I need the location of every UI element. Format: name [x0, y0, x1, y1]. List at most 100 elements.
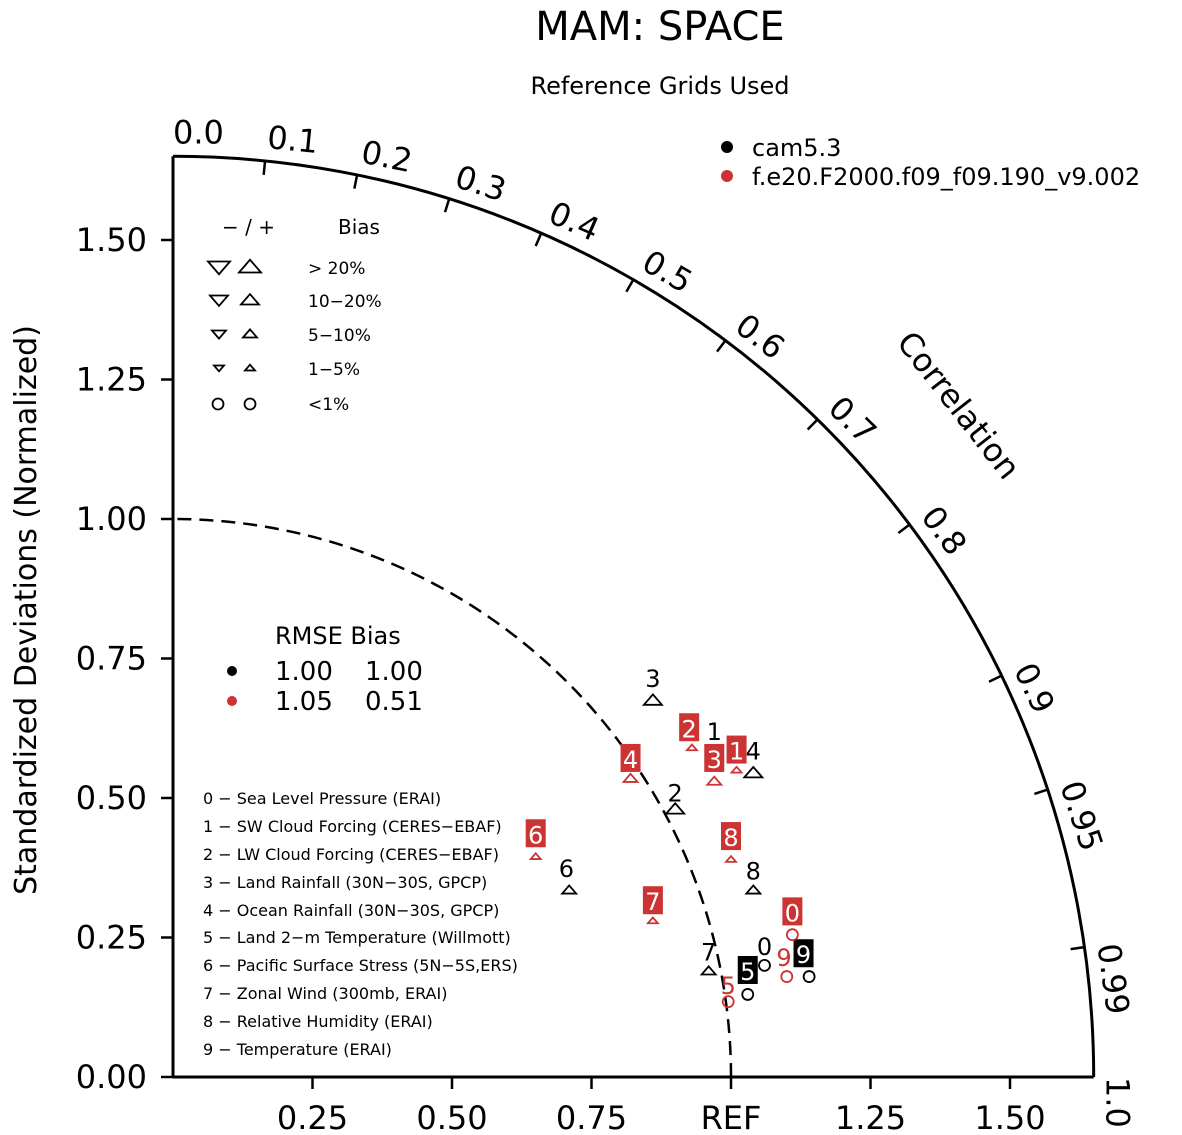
chart-subtitle: Reference Grids Used [530, 72, 789, 100]
data-point-marker [758, 959, 771, 972]
data-point-label: 8 [746, 858, 761, 886]
data-point-marker [705, 775, 724, 786]
bias-value: 1.00 [365, 657, 423, 687]
data-point-label: 2 [668, 779, 683, 807]
triangle-up-icon [239, 292, 261, 306]
data-point-label: 9 [796, 941, 811, 969]
correlation-tick [1033, 788, 1049, 796]
reference-arc [172, 517, 733, 1078]
chart-title: MAM: SPACE [535, 4, 784, 50]
data-label-box [620, 743, 641, 772]
variable-item: 6 − Pacific Surface Stress (5N−5S,ERS) [203, 956, 518, 975]
bias-legend-symbols [206, 258, 263, 411]
bias-row-label: 5−10% [308, 326, 371, 346]
data-point-marker [621, 772, 640, 783]
x-tick-label: REF [701, 1099, 762, 1135]
data-point-label: 5 [740, 958, 755, 986]
triangle-down-icon [208, 294, 230, 308]
data-point-label: 7 [645, 888, 660, 916]
x-tick-label: 0.25 [277, 1099, 348, 1135]
correlation-tick-label: 0.6 [728, 306, 792, 367]
variable-item: 9 − Temperature (ERAI) [203, 1040, 392, 1059]
y-tick-label: 0.00 [76, 1058, 147, 1096]
correlation-tick [443, 198, 451, 213]
legend-dot-cam [721, 141, 733, 153]
correlation-tick [1070, 945, 1085, 951]
correlation-axis-label: Correlation [889, 324, 1028, 486]
data-point-marker [664, 801, 687, 815]
outer-arc [172, 154, 1096, 1078]
variable-list: 0 − Sea Level Pressure (ERAI) 1 − SW Clo… [203, 789, 518, 1059]
data-label-box [726, 735, 747, 764]
data-point-marker [802, 970, 816, 983]
variable-item: 2 − LW Cloud Forcing (CERES−EBAF) [203, 845, 499, 864]
rmse-legend-title: RMSE Bias [275, 622, 401, 650]
correlation-tick [806, 418, 819, 431]
x-tick-label: 1.25 [835, 1099, 906, 1135]
data-label-box [793, 939, 814, 968]
data-point-label: 0 [785, 899, 800, 927]
data-point-marker [785, 928, 799, 942]
variable-item: 8 − Relative Humidity (ERAI) [203, 1012, 433, 1031]
data-point-marker [560, 884, 579, 895]
data-label-box [782, 897, 803, 926]
bias-value: 0.51 [365, 687, 423, 717]
y-tick-label: 0.75 [76, 640, 147, 678]
triangle-up-icon [241, 328, 259, 339]
data-point-label: 1 [707, 718, 722, 746]
variable-item: 1 − SW Cloud Forcing (CERES−EBAF) [203, 817, 502, 836]
data-point-label: 2 [682, 715, 697, 743]
correlation-tick-label: 0.8 [914, 499, 975, 563]
bias-row-label: > 20% [308, 259, 365, 279]
data-point-marker [721, 995, 735, 1009]
data-label-box [721, 822, 741, 851]
bias-row-label: <1% [308, 395, 349, 415]
data-point-marker [744, 884, 763, 895]
data-label-box [737, 955, 758, 984]
variable-item: 7 − Zonal Wind (300mb, ERAI) [203, 984, 447, 1003]
bias-legend-signs: − / + [222, 215, 275, 239]
data-point-label: 4 [623, 746, 638, 774]
correlation-tick-label: 1.0 [1099, 1077, 1137, 1128]
bias-row-label: 10−20% [308, 292, 382, 312]
data-point-label: 3 [707, 746, 722, 774]
correlation-tick [262, 160, 267, 175]
correlation-tick-label: 0.4 [543, 194, 605, 249]
legend-label-cam: cam5.3 [752, 134, 841, 162]
data-point-label: 7 [701, 938, 716, 966]
triangle-down-icon [206, 260, 232, 276]
circle-icon [211, 397, 225, 411]
triangle-down-icon [212, 364, 226, 373]
x-tick-label: 0.75 [556, 1099, 627, 1135]
data-point-marker [741, 988, 755, 1001]
data-label-box [679, 713, 700, 742]
data-point-marker [528, 851, 543, 860]
correlation-tick [625, 279, 635, 293]
rmse-legend: RMSE Bias 1.00 1.00 1.05 0.51 [227, 622, 423, 717]
series-legend: cam5.3 f.e20.F2000.f09_f09.190_v9.002 [721, 134, 1140, 191]
triangle-down-icon [210, 329, 228, 340]
variable-item: 0 − Sea Level Pressure (ERAI) [203, 789, 441, 808]
correlation-tick [988, 674, 1003, 683]
correlation-tick-label: 0.1 [266, 118, 320, 161]
data-label-box [642, 886, 663, 915]
correlation-tick-label: 0.99 [1089, 941, 1137, 1017]
rmse-value: 1.05 [275, 687, 333, 717]
triangle-up-icon [237, 258, 263, 274]
variable-item: 3 − Land Rainfall (30N−30S, GPCP) [203, 873, 487, 892]
data-point-label: 6 [559, 855, 574, 883]
x-tick-label: 1.50 [974, 1099, 1045, 1135]
circle-icon [243, 397, 257, 411]
correlation-tick [353, 174, 359, 189]
data-point-label: 6 [528, 821, 543, 849]
data-point-label: 8 [723, 824, 738, 852]
variable-item: 4 − Ocean Rainfall (30N−30S, GPCP) [203, 901, 499, 920]
data-point-marker [699, 965, 718, 976]
correlation-tick [534, 232, 543, 247]
variable-item: 5 − Land 2−m Temperature (Willmott) [203, 928, 511, 947]
correlation-tick-label: 0.5 [636, 242, 699, 300]
correlation-tick-label: 0.7 [821, 389, 884, 452]
correlation-tick [716, 339, 727, 353]
